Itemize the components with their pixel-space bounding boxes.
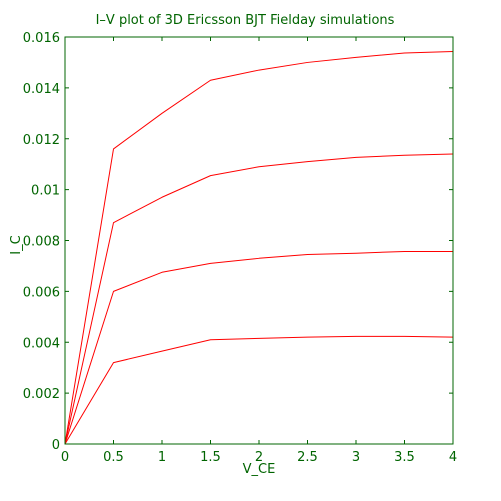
axes-layer: 0 0.5 1 1.5 2 2.5 3 3.5 4 0 0.002 0.004 0.006 0.008 0.… (23, 31, 457, 465)
x-tick-label: 1 (158, 450, 166, 465)
series-line-3 (64, 153, 454, 445)
x-axis-label: V_CE (243, 462, 276, 477)
x-tick-label: 3 (352, 450, 360, 465)
y-tick-label: 0.006 (23, 285, 60, 300)
series-line-2 (64, 250, 453, 445)
y-axis-label: I_C (9, 235, 24, 254)
y-tick-label: 0.002 (23, 387, 60, 402)
y-tick-label: 0.014 (23, 82, 60, 97)
plot-frame (64, 36, 454, 445)
series-line-4 (64, 51, 454, 445)
y-tick-label: 0.004 (23, 336, 60, 351)
series-layer (64, 51, 454, 445)
x-tick-label: 0.5 (103, 450, 124, 465)
x-tick-label: 1.5 (200, 450, 221, 465)
x-tick-label: 3.5 (394, 450, 415, 465)
y-tick-label: 0.008 (23, 235, 60, 250)
x-tick-label: 2.5 (297, 450, 318, 465)
x-tick-label: 4 (449, 450, 457, 465)
x-tick-label: 0 (61, 450, 69, 465)
y-tick-label: 0.016 (23, 31, 60, 46)
chart-title: I–V plot of 3D Ericsson BJT Fielday simu… (96, 13, 395, 28)
y-tick-label: 0 (52, 438, 60, 453)
series-line-1 (64, 335, 454, 445)
y-tick-label: 0.012 (23, 133, 60, 148)
y-tick-label: 0.01 (31, 184, 60, 199)
x-tick-label: 2 (255, 450, 263, 465)
